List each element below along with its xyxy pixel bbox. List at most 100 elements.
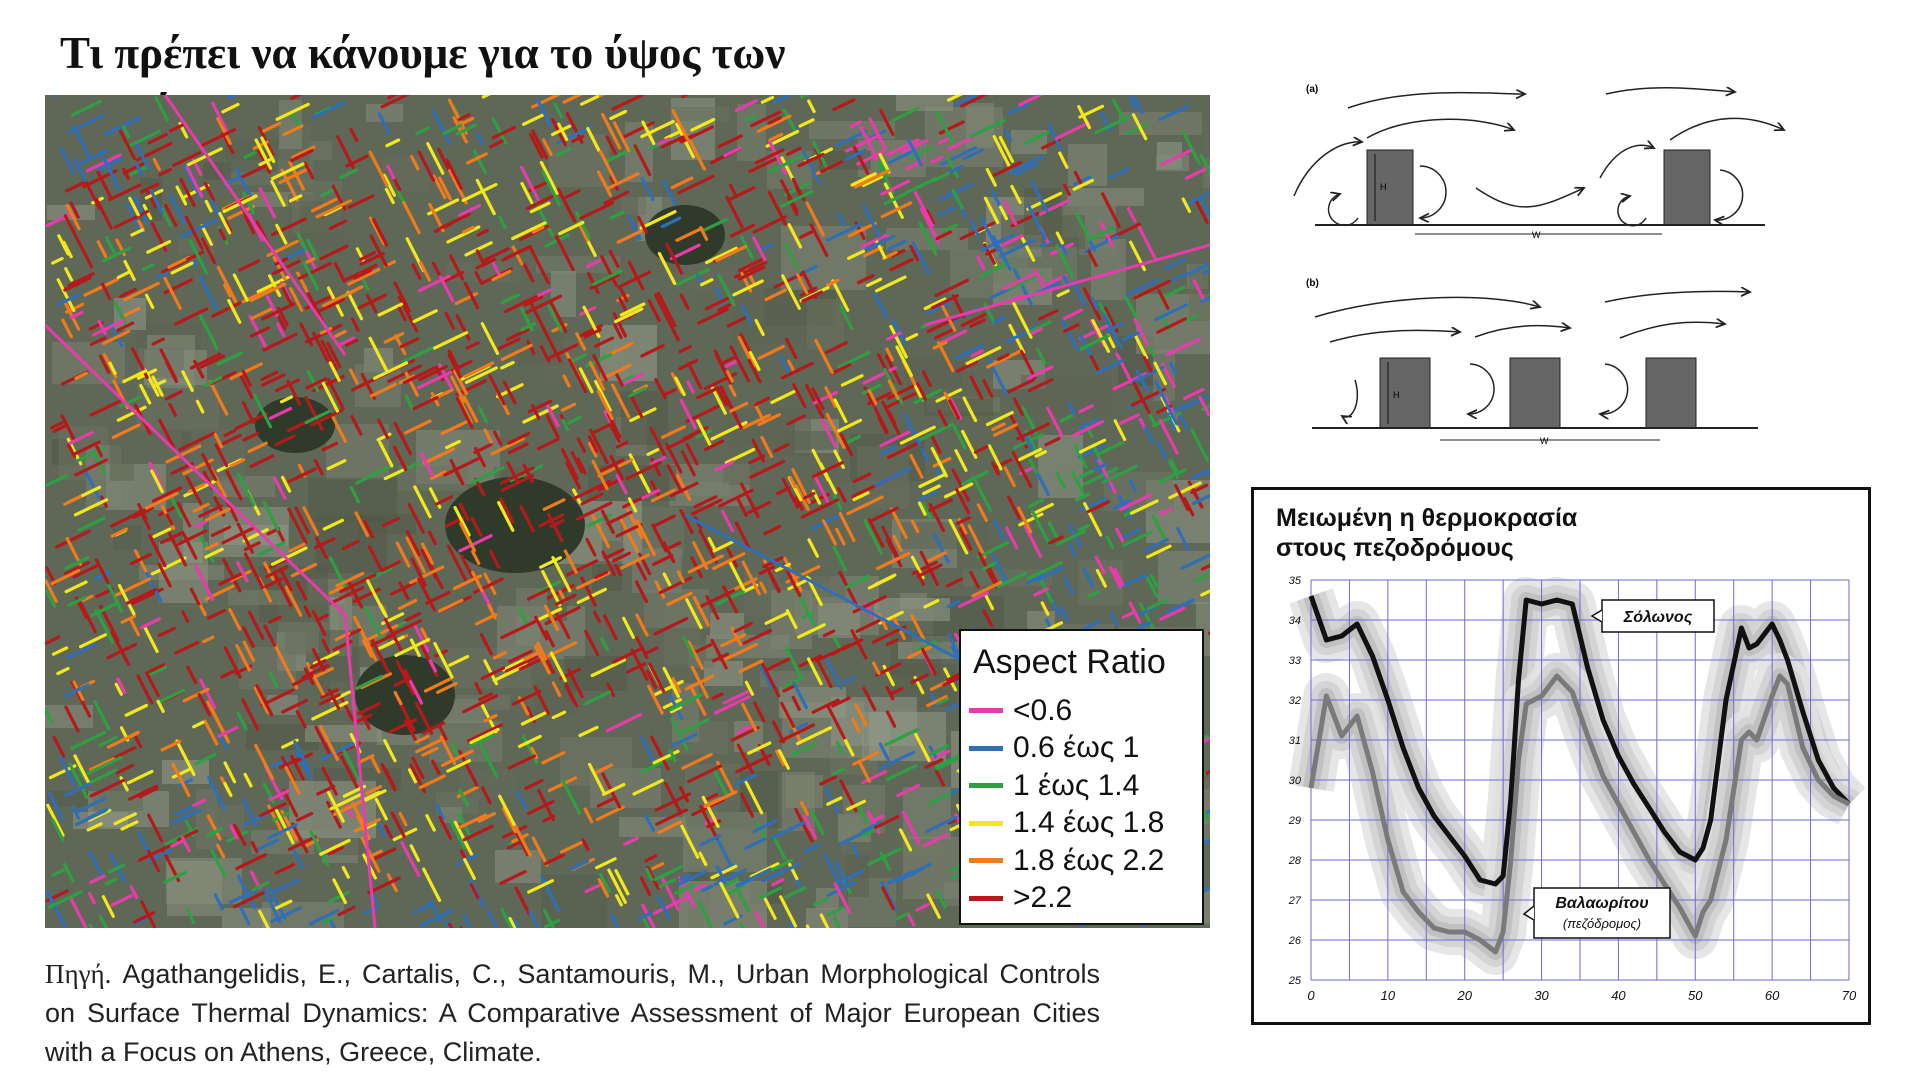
street-segment — [63, 683, 90, 698]
street-segment — [98, 735, 118, 747]
street-segment — [369, 754, 381, 774]
street-segment — [152, 527, 172, 539]
street-segment — [594, 570, 609, 579]
street-segment — [1044, 274, 1067, 287]
street-segment — [1121, 530, 1153, 547]
street-segment — [883, 192, 906, 206]
street-segment — [868, 117, 887, 150]
street-segment — [1040, 601, 1050, 616]
street-segment — [1091, 319, 1111, 353]
street-segment — [368, 336, 389, 374]
street-segment — [926, 551, 947, 563]
street-segment — [653, 616, 689, 636]
street-segment — [444, 920, 451, 928]
street-segment — [547, 776, 578, 793]
street-segment — [176, 501, 192, 528]
street-segment — [454, 292, 479, 305]
street-segment — [527, 587, 551, 601]
street-segment — [419, 908, 454, 928]
street-segment — [678, 345, 693, 354]
street-segment — [218, 733, 228, 750]
street-segment — [303, 605, 312, 618]
street-segment — [214, 443, 229, 468]
street-segment — [1102, 313, 1123, 349]
street-segment — [1078, 438, 1107, 454]
street-segment — [243, 552, 264, 589]
street-segment — [739, 482, 760, 519]
street-segment — [996, 571, 1028, 589]
street-segment — [1159, 606, 1186, 621]
street-segment — [1025, 435, 1034, 451]
street-segment — [739, 792, 755, 818]
street-segment — [1152, 411, 1182, 428]
street-segment — [531, 836, 549, 867]
street-segment — [280, 168, 299, 202]
street-segment — [786, 414, 807, 426]
street-segment — [341, 539, 360, 551]
street-segment — [614, 894, 623, 907]
street-segment — [1083, 502, 1103, 537]
street-segment — [992, 160, 1023, 177]
street-segment — [1200, 563, 1210, 571]
street-segment — [606, 682, 616, 698]
street-segment — [957, 591, 989, 608]
street-segment — [879, 109, 895, 136]
street-segment — [278, 166, 311, 185]
street-segment — [469, 882, 480, 900]
street-segment — [356, 713, 373, 723]
street-segment — [412, 309, 438, 323]
street-segment — [412, 902, 434, 915]
street-segment — [475, 257, 496, 270]
street-segment — [692, 595, 710, 627]
street-segment — [686, 380, 695, 394]
street-segment — [96, 170, 113, 200]
street-segment — [64, 580, 88, 594]
street-segment — [878, 742, 890, 762]
street-segment — [443, 457, 480, 477]
street-segment — [393, 422, 413, 456]
series-line-solonos — [1308, 595, 1851, 887]
legend-label: 1 έως 1.4 — [1013, 768, 1140, 802]
street-segment — [143, 625, 159, 654]
street-segment — [754, 911, 766, 928]
street-segment — [449, 819, 467, 850]
street-segment — [587, 435, 599, 453]
street-segment — [756, 822, 768, 841]
street-segment — [526, 799, 555, 816]
street-segment — [846, 434, 862, 444]
street-segment — [919, 550, 940, 587]
street-segment — [1134, 335, 1149, 360]
street-segment — [723, 394, 743, 430]
street-segment — [675, 473, 692, 501]
street-segment — [263, 561, 275, 581]
street-segment — [909, 454, 924, 479]
street-segment — [901, 810, 921, 845]
building — [1509, 357, 1561, 429]
street-segment — [976, 256, 986, 271]
street-segment — [206, 827, 224, 838]
street-segment — [655, 808, 688, 826]
street-segment — [543, 908, 556, 928]
street-segment — [556, 187, 577, 223]
street-segment — [438, 725, 448, 741]
street-segment — [1030, 327, 1043, 335]
street-segment — [657, 137, 671, 146]
terrain-patch — [906, 358, 963, 395]
street-segment — [615, 474, 628, 495]
street-segment — [914, 732, 931, 763]
street-segment — [605, 712, 643, 733]
street-segment — [500, 293, 520, 305]
street-segment — [1153, 361, 1168, 386]
street-segment — [794, 484, 810, 511]
street-segment — [598, 149, 618, 183]
street-segment — [492, 430, 503, 446]
street-segment — [583, 629, 600, 657]
y-tick-label: 26 — [1288, 935, 1302, 947]
street-segment — [536, 641, 548, 661]
street-segment — [728, 384, 737, 397]
street-segment — [717, 303, 732, 312]
street-segment — [262, 888, 282, 924]
street-segment — [734, 773, 758, 787]
street-segment — [369, 216, 386, 246]
street-segment — [844, 148, 867, 161]
